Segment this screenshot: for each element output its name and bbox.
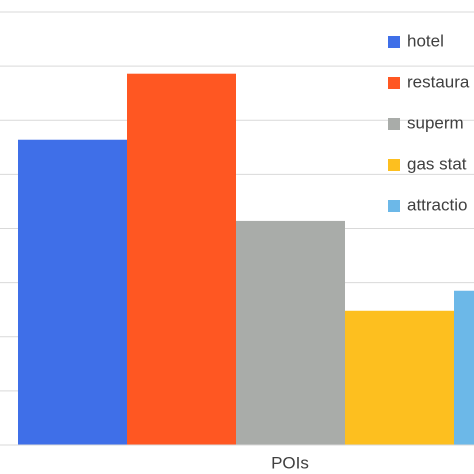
bar [236, 220, 345, 445]
bar [127, 73, 236, 445]
bar [18, 139, 127, 446]
bar [454, 290, 474, 445]
legend-label: gas stat [407, 154, 467, 173]
legend-swatch [388, 118, 400, 130]
legend-label: superm [407, 113, 464, 132]
legend-swatch [388, 77, 400, 89]
legend-label: hotel [407, 31, 444, 50]
bar [345, 310, 454, 445]
legend-swatch [388, 159, 400, 171]
x-axis-label: POIs [271, 453, 309, 472]
legend-label: restaura [407, 72, 470, 91]
legend-swatch [388, 200, 400, 212]
legend-swatch [388, 36, 400, 48]
legend-label: attractio [407, 195, 467, 214]
